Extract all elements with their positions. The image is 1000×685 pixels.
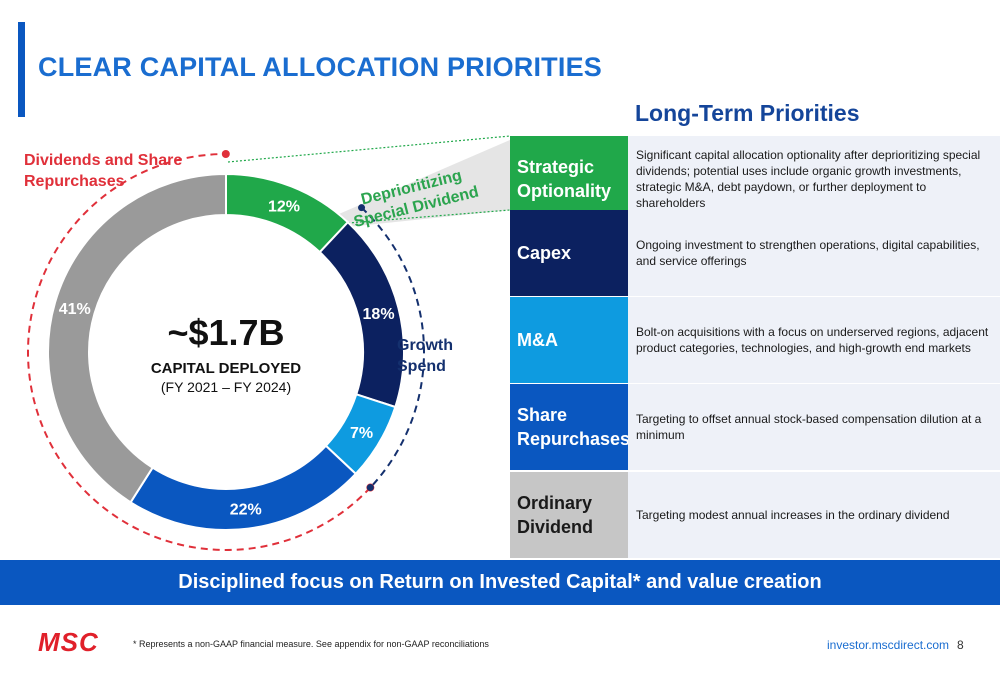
priority-row-share-repurchases: Share Repurchases Targeting to offset an… bbox=[510, 384, 1000, 470]
donut-slice-label-2: 7% bbox=[350, 425, 373, 442]
growth-callout-line2: Spend bbox=[397, 358, 446, 375]
callout-wedge-top-line bbox=[227, 135, 511, 163]
callout-wedge-bottom-line bbox=[335, 209, 511, 225]
priority-label: Share Repurchases bbox=[510, 384, 630, 470]
donut-slice-4 bbox=[47, 172, 227, 504]
dividends-callout: Dividends and Share Repurchases bbox=[24, 150, 224, 192]
priority-label: Strategic Optionality bbox=[510, 136, 628, 222]
growth-bracket-dot-start bbox=[358, 204, 366, 212]
long-term-heading: Long-Term Priorities bbox=[635, 100, 860, 126]
donut-slice-label-3: 22% bbox=[230, 501, 262, 518]
page-title: CLEAR CAPITAL ALLOCATION PRIORITIES bbox=[38, 52, 602, 82]
page-number: 8 bbox=[957, 638, 964, 652]
priority-label: M&A bbox=[510, 297, 628, 383]
priority-desc: Significant capital allocation optionali… bbox=[628, 136, 1000, 222]
callout-wedge bbox=[325, 140, 510, 228]
roic-banner: Disciplined focus on Return on Invested … bbox=[0, 560, 1000, 605]
priority-desc: Ongoing investment to strengthen operati… bbox=[628, 210, 1000, 296]
msc-logo: MSC bbox=[38, 627, 99, 657]
dividends-callout-line2: Repurchases bbox=[24, 173, 125, 190]
growth-bracket-arc bbox=[360, 206, 425, 489]
title-accent-bar bbox=[18, 22, 25, 117]
donut-slice-label-1: 18% bbox=[363, 306, 395, 323]
priority-desc: Targeting to offset annual stock-based c… bbox=[628, 384, 1000, 470]
donut-slice-label-4: 41% bbox=[59, 301, 91, 318]
priority-row-ordinary-dividend: Ordinary Dividend Targeting modest annua… bbox=[510, 472, 1000, 558]
growth-bracket-dot-end bbox=[366, 484, 374, 492]
investor-site-link[interactable]: investor.mscdirect.com bbox=[827, 638, 950, 652]
priority-row-capex: Capex Ongoing investment to strengthen o… bbox=[510, 210, 1000, 296]
capital-label: CAPITAL DEPLOYED bbox=[150, 360, 302, 377]
footnote: * Represents a non-GAAP financial measur… bbox=[133, 639, 489, 649]
capital-amount: ~$1.7B bbox=[167, 312, 285, 353]
priority-row-strategic: Strategic Optionality Significant capita… bbox=[510, 136, 1000, 222]
capital-period: (FY 2021 – FY 2024) bbox=[160, 379, 292, 395]
growth-callout-line1: Growth bbox=[397, 337, 453, 354]
dividends-bracket-dot-end bbox=[221, 150, 230, 159]
capital-donut-chart: 12% 18% 7% 22% 41% bbox=[27, 135, 511, 551]
dividends-bracket-arc bbox=[27, 153, 372, 551]
priority-label: Capex bbox=[510, 210, 628, 296]
priority-desc: Targeting modest annual increases in the… bbox=[628, 472, 1000, 558]
priority-label: Ordinary Dividend bbox=[510, 472, 628, 558]
donut-slice-label-0: 12% bbox=[268, 199, 300, 216]
dividends-callout-line1: Dividends and Share bbox=[24, 152, 183, 169]
growth-callout: Growth Spend bbox=[397, 335, 453, 377]
priority-row-ma: M&A Bolt-on acquisitions with a focus on… bbox=[510, 297, 1000, 383]
priority-desc: Bolt-on acquisitions with a focus on und… bbox=[628, 297, 1000, 383]
